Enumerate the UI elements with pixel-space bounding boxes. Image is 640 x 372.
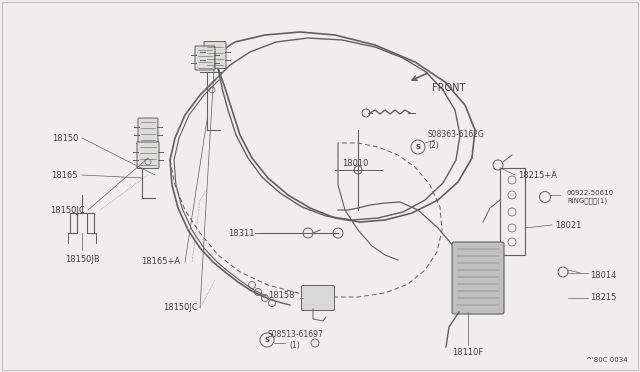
- Text: 00922-50610
RINGリング(1): 00922-50610 RINGリング(1): [567, 190, 614, 204]
- Text: 18165: 18165: [51, 170, 78, 180]
- Text: 18215: 18215: [590, 294, 616, 302]
- Text: 18165+A: 18165+A: [141, 257, 180, 266]
- Text: 18311: 18311: [228, 228, 255, 237]
- FancyBboxPatch shape: [301, 285, 335, 311]
- Text: 18150JB: 18150JB: [65, 255, 99, 264]
- FancyBboxPatch shape: [452, 242, 504, 314]
- Text: 18150JC: 18150JC: [51, 205, 85, 215]
- Text: 18150: 18150: [52, 134, 78, 142]
- Text: 18158: 18158: [269, 291, 295, 299]
- Text: FRONT: FRONT: [432, 83, 465, 93]
- FancyBboxPatch shape: [137, 141, 159, 169]
- Text: 18021: 18021: [555, 221, 581, 230]
- Text: 18014: 18014: [590, 270, 616, 279]
- FancyBboxPatch shape: [138, 118, 158, 142]
- FancyBboxPatch shape: [195, 46, 215, 70]
- Text: 18110F: 18110F: [452, 348, 484, 357]
- Text: S08513-61697
(1): S08513-61697 (1): [267, 330, 323, 350]
- Text: S08363-6162G
(2): S08363-6162G (2): [428, 130, 485, 150]
- FancyBboxPatch shape: [204, 42, 226, 68]
- Text: S: S: [264, 337, 269, 343]
- Text: S: S: [415, 144, 420, 150]
- Text: ^'80C 0034: ^'80C 0034: [586, 357, 628, 363]
- Text: 18215+A: 18215+A: [518, 170, 557, 180]
- Text: 18010: 18010: [342, 159, 368, 168]
- Text: 18150JC: 18150JC: [163, 304, 198, 312]
